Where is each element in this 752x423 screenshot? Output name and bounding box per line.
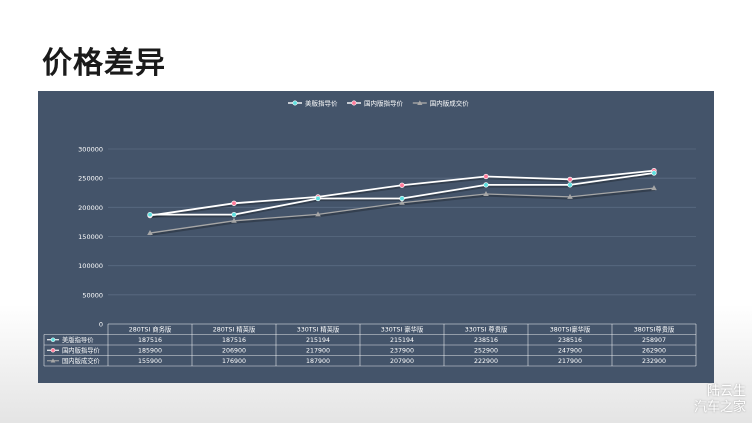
data-label: 232900 [642, 358, 666, 365]
data-label: 238516 [474, 337, 498, 344]
data-label: 217900 [558, 358, 582, 365]
data-point [483, 173, 489, 180]
watermark-name: 陆云生 [706, 384, 746, 399]
data-label: 222900 [474, 358, 498, 365]
x-tick-label: 280TSI 精英版 [213, 325, 256, 334]
data-point [147, 230, 153, 236]
watermark-site: 汽车之家 [693, 400, 746, 415]
table-row-marker [50, 337, 56, 342]
data-point [231, 217, 237, 223]
x-tick-label: 380TSI尊贵版 [634, 325, 675, 334]
data-point [567, 176, 573, 183]
y-tick-label: 150000 [78, 233, 103, 241]
data-point [651, 185, 657, 191]
x-tick-label: 330TSI 精英版 [297, 325, 340, 334]
y-tick-label: 50000 [82, 291, 103, 299]
y-tick-label: 250000 [78, 175, 103, 183]
data-point [399, 199, 405, 205]
line-chart: 0 50000 100000 150000 200000 250000 300000 美版指导… [43, 99, 697, 367]
legend-label: 美版指导价 [305, 99, 338, 108]
x-tick-label: 330TSI 豪华版 [381, 325, 424, 334]
data-label: 215194 [390, 337, 414, 344]
data-label: 215194 [306, 337, 330, 344]
data-point [651, 170, 657, 176]
series-line [149, 169, 655, 217]
data-point [315, 195, 321, 202]
data-label: 217900 [306, 348, 330, 355]
table-row-label: 国内版指导价 [62, 346, 100, 355]
data-label: 262900 [642, 348, 666, 355]
legend-marker [351, 100, 357, 106]
data-label: 258907 [642, 337, 666, 344]
data-label: 176900 [222, 358, 246, 365]
data-point [399, 195, 405, 202]
legend-label: 国内版成交价 [430, 99, 470, 108]
table-row-marker [50, 358, 56, 363]
watermark: 陆云生 汽车之家 [694, 384, 746, 416]
data-label: 207900 [390, 358, 414, 365]
data-point [399, 182, 405, 188]
slide-title: 价格差异 [42, 46, 166, 81]
data-point [231, 211, 237, 218]
data-label: 247900 [558, 348, 582, 355]
data-label: 238516 [558, 337, 582, 344]
data-point [567, 182, 573, 188]
data-label: 155900 [138, 358, 162, 365]
data-point [567, 193, 573, 199]
legend-marker [292, 100, 298, 106]
series-line [149, 187, 655, 234]
data-point [483, 190, 489, 196]
legend-marker [417, 100, 423, 105]
data-label: 252900 [474, 348, 498, 355]
data-label: 237900 [390, 348, 414, 355]
y-tick-label: 200000 [78, 204, 103, 212]
table-row-marker [50, 348, 56, 353]
data-label: 206900 [222, 348, 246, 355]
x-tick-label: 330TSI 尊贵版 [465, 325, 508, 334]
legend-label: 国内版指导价 [364, 99, 404, 108]
y-tick-label: 300000 [78, 146, 103, 154]
data-point [483, 182, 489, 188]
chart-panel: 0 50000 100000 150000 200000 250000 300000 美版指导… [38, 91, 714, 383]
y-tick-label: 100000 [78, 262, 103, 270]
table-row-label: 国内版成交价 [62, 356, 100, 365]
data-label: 187516 [222, 337, 246, 344]
x-tick-label: 380TSI豪华版 [550, 325, 591, 334]
data-label: 187516 [138, 337, 162, 344]
data-point [231, 200, 237, 206]
table-row-label: 美版指导价 [62, 335, 94, 344]
x-tick-label: 280TSI 商务版 [129, 325, 172, 334]
data-point [315, 211, 321, 217]
data-point [147, 211, 153, 218]
y-tick-label: 0 [99, 321, 103, 329]
data-label: 185900 [138, 348, 162, 355]
data-label: 187900 [306, 358, 330, 365]
